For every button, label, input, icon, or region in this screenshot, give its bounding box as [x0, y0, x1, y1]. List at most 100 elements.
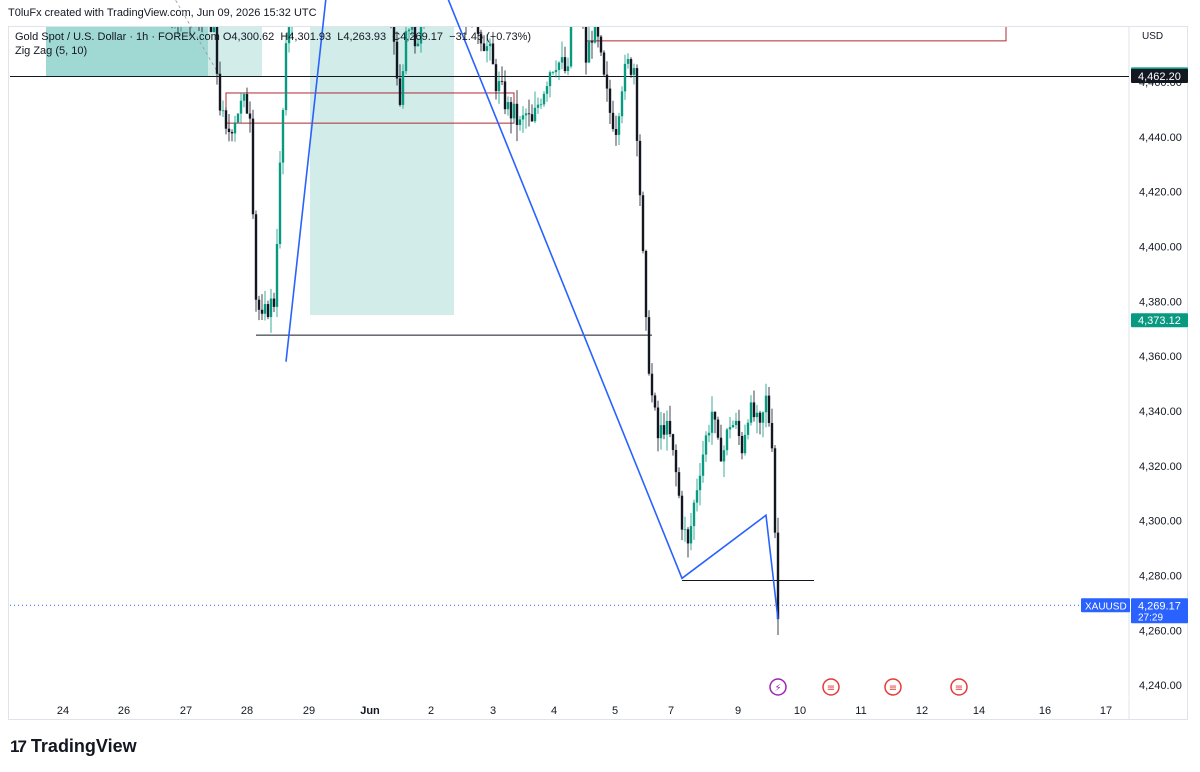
- candle-body[interactable]: [245, 94, 249, 114]
- candle-body[interactable]: [512, 103, 516, 119]
- candle-body[interactable]: [644, 251, 648, 318]
- candle-body[interactable]: [692, 502, 696, 527]
- candle-body[interactable]: [743, 434, 747, 454]
- candle-body[interactable]: [671, 434, 675, 451]
- candle-body[interactable]: [509, 102, 513, 119]
- candle-body[interactable]: [479, 33, 483, 44]
- lightning-event-icon[interactable]: [769, 678, 787, 696]
- candle-body[interactable]: [698, 475, 702, 491]
- candle-body[interactable]: [749, 402, 753, 423]
- candle-body[interactable]: [521, 115, 525, 120]
- candle-body[interactable]: [387, 0, 389, 1]
- candle-body[interactable]: [551, 72, 555, 73]
- candle-body[interactable]: [728, 427, 732, 430]
- candle-body[interactable]: [485, 46, 489, 51]
- candle-body[interactable]: [239, 100, 243, 114]
- symbol-line[interactable]: Gold Spot / U.S. Dollar · 1h · FOREX.com: [15, 31, 220, 43]
- candle-body[interactable]: [392, 16, 396, 42]
- candle-body[interactable]: [608, 88, 612, 113]
- candle-body[interactable]: [611, 112, 615, 130]
- candle-body[interactable]: [755, 412, 759, 418]
- candle-body[interactable]: [272, 298, 276, 307]
- symbol-badge[interactable]: [1081, 598, 1130, 613]
- zone-long-target-light[interactable]: [310, 0, 454, 316]
- candle-body[interactable]: [623, 63, 627, 92]
- last-price-badge[interactable]: [1131, 598, 1188, 624]
- candle-body[interactable]: [554, 70, 558, 73]
- candle-body[interactable]: [656, 407, 660, 439]
- candle-body[interactable]: [767, 395, 771, 423]
- candle-body[interactable]: [686, 529, 690, 544]
- candle-body[interactable]: [260, 309, 264, 314]
- candle-body[interactable]: [209, 23, 213, 32]
- candle-body[interactable]: [218, 73, 222, 111]
- candle-body[interactable]: [224, 110, 228, 129]
- candle-body[interactable]: [707, 432, 711, 436]
- candle-body[interactable]: [278, 162, 282, 244]
- candle-body[interactable]: [248, 113, 252, 119]
- candle-body[interactable]: [407, 29, 411, 32]
- candle-body[interactable]: [617, 116, 621, 135]
- candle-body[interactable]: [527, 113, 531, 115]
- candle-body[interactable]: [659, 425, 663, 439]
- candle-body[interactable]: [593, 26, 597, 43]
- candle-body[interactable]: [674, 450, 678, 473]
- candle-body[interactable]: [423, 6, 425, 22]
- candle-body[interactable]: [722, 450, 726, 462]
- candle-body[interactable]: [641, 195, 645, 252]
- candle-body[interactable]: [195, 15, 197, 18]
- zigzag-indicator-label[interactable]: Zig Zag (5, 10): [15, 45, 88, 57]
- candle-body[interactable]: [233, 122, 237, 134]
- candle-body[interactable]: [180, 17, 182, 20]
- candle-body[interactable]: [413, 26, 417, 47]
- candle-body[interactable]: [737, 420, 741, 437]
- candle-body[interactable]: [401, 71, 405, 105]
- candle-body[interactable]: [719, 437, 723, 462]
- candle-body[interactable]: [557, 62, 561, 71]
- candle-body[interactable]: [212, 27, 216, 32]
- candle-body[interactable]: [545, 86, 549, 94]
- candle-body[interactable]: [390, 1, 392, 16]
- us-flag-event-icon[interactable]: [822, 678, 840, 696]
- candle-body[interactable]: [183, 4, 185, 17]
- candle-body[interactable]: [590, 41, 594, 43]
- candle-body[interactable]: [497, 81, 501, 92]
- candle-body[interactable]: [215, 27, 219, 74]
- candle-body[interactable]: [599, 36, 603, 53]
- candle-body[interactable]: [506, 102, 510, 110]
- candle-body[interactable]: [584, 17, 588, 63]
- candle-body[interactable]: [548, 72, 552, 87]
- candle-body[interactable]: [582, 0, 584, 17]
- candle-body[interactable]: [471, 3, 473, 23]
- price-badge[interactable]: [1131, 68, 1188, 83]
- zone-red-outline[interactable]: [585, 16, 1007, 42]
- currency-label[interactable]: USD: [1142, 31, 1164, 42]
- candle-body[interactable]: [725, 429, 729, 451]
- candle-body[interactable]: [620, 91, 624, 117]
- candle-body[interactable]: [653, 395, 657, 408]
- candle-body[interactable]: [500, 81, 504, 82]
- candle-body[interactable]: [602, 52, 606, 75]
- candle-body[interactable]: [695, 490, 699, 503]
- candle-body[interactable]: [569, 19, 573, 67]
- candle-body[interactable]: [566, 66, 570, 72]
- candle-body[interactable]: [242, 94, 246, 101]
- candle-body[interactable]: [530, 114, 534, 122]
- candle-body[interactable]: [665, 420, 669, 435]
- candle-body[interactable]: [758, 412, 762, 423]
- candle-body[interactable]: [395, 41, 399, 79]
- candle-body[interactable]: [230, 132, 234, 134]
- candle-body[interactable]: [605, 74, 609, 89]
- candle-body[interactable]: [410, 26, 414, 30]
- candle-body[interactable]: [207, 8, 209, 23]
- candle-body[interactable]: [587, 41, 591, 63]
- candle-body[interactable]: [524, 113, 528, 116]
- candle-body[interactable]: [275, 243, 279, 307]
- trend-dashed-line[interactable]: [70, 0, 221, 77]
- candle-body[interactable]: [563, 57, 567, 72]
- candle-body[interactable]: [518, 119, 522, 125]
- candle-body[interactable]: [291, 0, 293, 24]
- tradingview-logo[interactable]: 17 TradingView: [10, 736, 137, 757]
- chart-frame[interactable]: [8, 26, 1188, 720]
- candle-body[interactable]: [189, 3, 191, 21]
